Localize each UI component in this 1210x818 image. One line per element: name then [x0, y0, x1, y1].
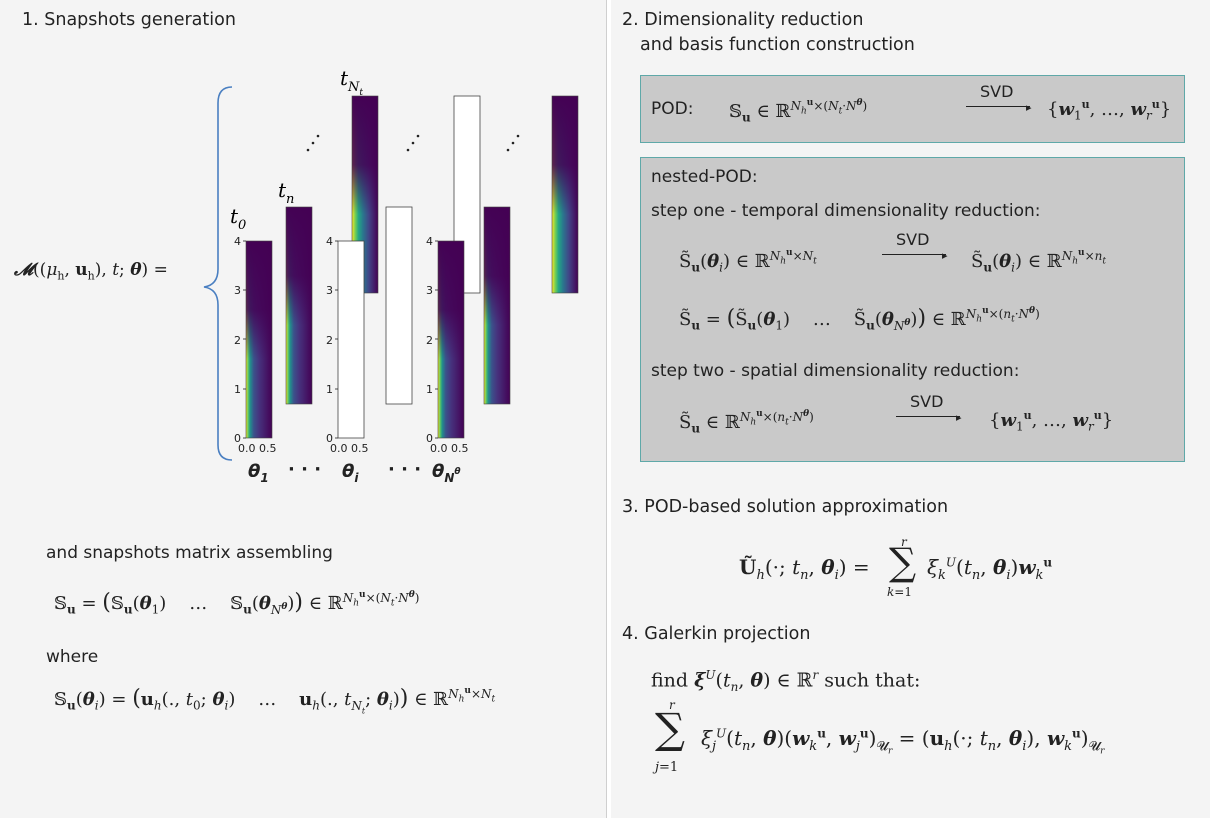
find-text: find ξU(tn, θ) ∈ ℝr such that: — [651, 668, 921, 695]
param-theta-1: θ1 — [248, 461, 269, 485]
step-two-label: step two - spatial dimensionality reduct… — [651, 361, 1020, 381]
svg-text:1: 1 — [326, 383, 333, 396]
label-t0: t0 — [230, 204, 246, 233]
assembling-formula: 𝕊u = (𝕊u(θ1) … 𝕊u(θNθ)) ∈ ℝNhu×(Nt·Nθ) — [54, 590, 420, 617]
nested-label: nested-POD: — [651, 167, 758, 187]
section-1-title: 1. Snapshots generation — [22, 10, 236, 30]
snapshots-panel: 1. Snapshots generation 𝓜((μh, uh), t; θ… — [0, 0, 607, 818]
pod-label: POD: — [651, 99, 694, 119]
svd-arrow-step1 — [882, 254, 946, 255]
svg-text:3: 3 — [426, 284, 433, 297]
svg-text:3: 3 — [326, 284, 333, 297]
lhs-formula: 𝓜((μh, uh), t; θ) = — [14, 260, 168, 283]
approx-formula: Ũh(·; tn, θi) = r ∑ k=1 ξkU(tn, θi)wku — [739, 535, 1053, 599]
ytick-2: 2 — [234, 334, 241, 347]
where-formula: 𝕊u(θi) = (uh(., t0; θi) … uh(., tNt; θi)… — [54, 686, 496, 715]
pod-rhs: {w1u, …, wru} — [1047, 98, 1172, 123]
param-theta-i: θi — [342, 461, 359, 485]
svg-text:2: 2 — [426, 334, 433, 347]
ytick-4: 4 — [234, 235, 241, 248]
snapshot-group-theta-N: 4 3 2 1 0 0.0 0.5 — [426, 95, 579, 455]
svd-arrow-pod — [966, 106, 1030, 107]
step-one-label: step one - temporal dimensionality reduc… — [651, 201, 1041, 221]
section-3-title: 3. POD-based solution approximation — [622, 497, 949, 517]
svg-text:2: 2 — [326, 334, 333, 347]
param-dots-2: · · · — [388, 459, 421, 480]
step-two-rhs: {w1u, …, wru} — [989, 409, 1114, 434]
step-one-lhs: S̃u(θi) ∈ ℝNhu×Nt — [679, 248, 817, 275]
snapshot-group-theta-i: 4 3 2 1 0 0.0 0.5 — [326, 95, 481, 455]
xticks-1: 0.0 0.5 — [238, 442, 276, 455]
svg-text:0: 0 — [326, 432, 333, 445]
svd-label-step1: SVD — [896, 230, 930, 249]
section-2-title-line2: and basis function construction — [640, 35, 915, 55]
left-brace — [203, 86, 233, 461]
svg-text:0: 0 — [426, 432, 433, 445]
nested-pod-box: nested-POD: step one - temporal dimensio… — [640, 157, 1185, 462]
section-4-title: 4. Galerkin projection — [622, 624, 811, 644]
ytick-0: 0 — [234, 432, 241, 445]
xticks-N: 0.0 0.5 — [430, 442, 468, 455]
pod-box: POD: 𝕊u ∈ ℝNhu×(Nt·Nθ) SVD ▸ {w1u, …, wr… — [640, 75, 1185, 143]
ytick-1: 1 — [234, 383, 241, 396]
param-dots-1: · · · — [288, 459, 321, 480]
assembling-text: and snapshots matrix assembling — [46, 543, 333, 563]
label-tn: tn — [278, 178, 294, 207]
svd-label-pod: SVD — [980, 82, 1014, 101]
step-two-lhs: S̃u ∈ ℝNhu×(nt·Nθ) — [679, 409, 814, 436]
xticks-i: 0.0 0.5 — [330, 442, 368, 455]
ellipsis-dots — [306, 134, 520, 152]
svg-text:4: 4 — [326, 235, 333, 248]
pod-lhs: 𝕊u ∈ ℝNhu×(Nt·Nθ) — [729, 98, 868, 125]
svg-text:1: 1 — [426, 383, 433, 396]
galerkin-formula: r ∑ j=1 ξjU(tn, θ)(wku, wju)𝓤r = (uh(·; … — [655, 698, 1105, 775]
ytick-3: 3 — [234, 284, 241, 297]
svg-text:4: 4 — [426, 235, 433, 248]
svd-label-step2: SVD — [910, 392, 944, 411]
snapshot-group-theta-1: 4 3 2 1 0 0.0 0.5 — [234, 95, 379, 455]
where-text: where — [46, 647, 99, 667]
snapshots-figure: t0 tn tNt 4 3 2 1 0 — [203, 66, 579, 485]
section-2-title-line1: 2. Dimensionality reduction — [622, 10, 864, 30]
svd-arrow-step2 — [896, 416, 960, 417]
reduction-panel: 2. Dimensionality reduction and basis fu… — [611, 0, 1210, 818]
step-one-rhs: S̃u(θi) ∈ ℝNhu×nt — [971, 248, 1106, 275]
param-theta-N: θNθ — [432, 461, 461, 485]
assembled-formula: S̃u = (S̃u(θ1) … S̃u(θNθ)) ∈ ℝNhu×(nt·Nθ… — [679, 306, 1040, 333]
label-tNt: tNt — [340, 66, 363, 98]
